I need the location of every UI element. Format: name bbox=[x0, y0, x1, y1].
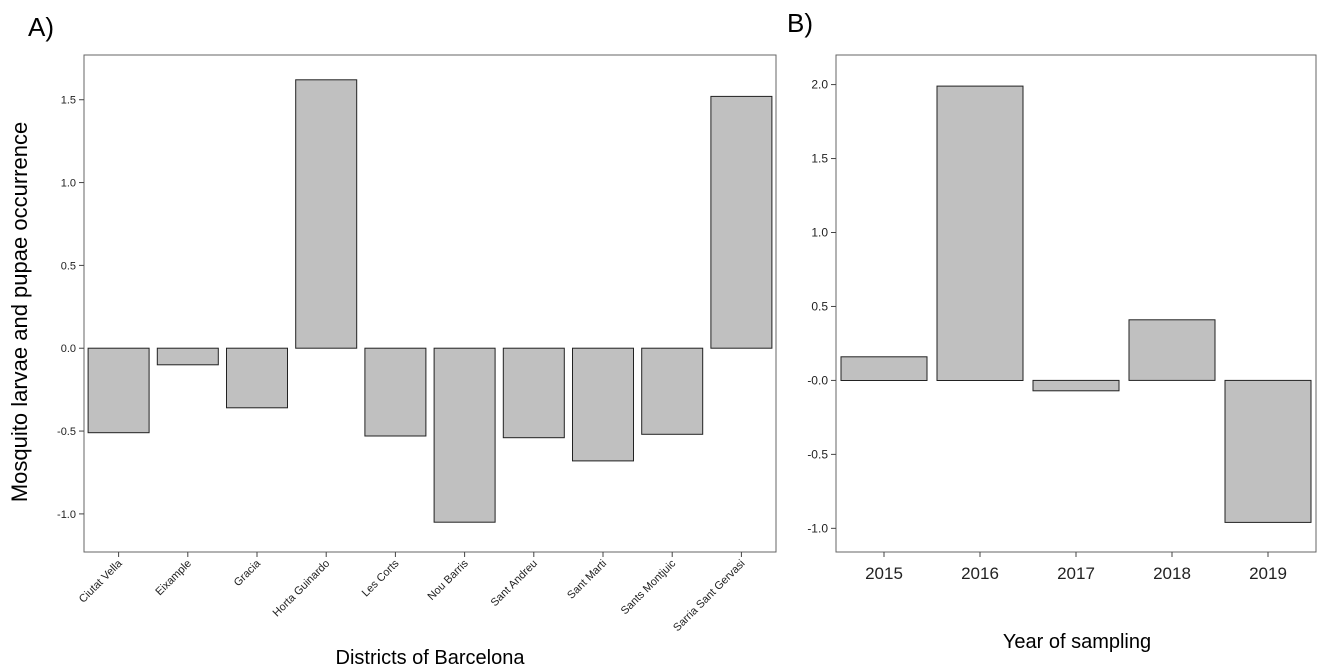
bar-sants-montjuic bbox=[641, 347, 704, 435]
x-tick-label: 2018 bbox=[1153, 564, 1191, 583]
x-tick-label: Sant Marti bbox=[565, 558, 609, 602]
bar-ciutat-vella bbox=[87, 347, 150, 434]
x-tick-label: Gracia bbox=[232, 557, 264, 589]
panel-b-x-axis-title: Year of sampling bbox=[1003, 631, 1151, 653]
bar-gracia bbox=[226, 347, 288, 409]
y-tick-label: -0.0 bbox=[807, 373, 828, 387]
bar-2018 bbox=[1128, 319, 1216, 381]
panel-a-chart: A) -1.0 -0.5 0.0 0.5 1.0 1.5 Ciutat Vella Eixa… bbox=[7, 12, 777, 669]
panel-a-x-axis: Ciutat Vella Eixample Gracia Horta Guinardo… bbox=[77, 552, 748, 634]
y-tick-label: -1.0 bbox=[57, 509, 76, 521]
x-tick-label: 2019 bbox=[1249, 564, 1287, 583]
y-tick-label: 1.0 bbox=[61, 178, 76, 190]
bar-sant-marti bbox=[572, 347, 634, 462]
panel-b-y-axis: -1.0 -0.5 -0.0 0.5 1.0 1.5 2.0 bbox=[807, 78, 836, 535]
panel-a-frame bbox=[83, 54, 777, 553]
x-tick-label: Les Corts bbox=[360, 557, 402, 599]
bar-2016 bbox=[936, 85, 1024, 381]
x-tick-label: Sant Andreu bbox=[489, 558, 540, 609]
panel-a-y-axis: -1.0 -0.5 0.0 0.5 1.0 1.5 bbox=[57, 95, 84, 521]
panel-b-x-axis: 2015 2016 2017 2018 2019 bbox=[865, 552, 1287, 583]
panel-b-chart: B) -1.0 -0.5 -0.0 0.5 1.0 1.5 2.0 2015 2016 2017… bbox=[787, 8, 1317, 653]
x-tick-label: Sants Montjuic bbox=[619, 557, 679, 617]
bar-eixample bbox=[156, 347, 219, 366]
bar-nou-barris bbox=[433, 347, 496, 523]
y-tick-label: 1.5 bbox=[61, 95, 76, 107]
y-tick-label: 1.5 bbox=[811, 152, 828, 166]
x-tick-label: Nou Barris bbox=[425, 557, 471, 603]
bar-2017 bbox=[1032, 379, 1120, 392]
panel-b-label: B) bbox=[787, 8, 813, 38]
panel-b-bars bbox=[840, 85, 1312, 523]
y-tick-label: -0.5 bbox=[807, 447, 828, 461]
panel-a-bars bbox=[87, 79, 773, 523]
y-tick-label: 0.0 bbox=[61, 343, 76, 355]
y-tick-label: 1.0 bbox=[811, 226, 828, 240]
y-tick-label: -1.0 bbox=[807, 521, 828, 535]
y-tick-label: 2.0 bbox=[811, 78, 828, 92]
bar-horta-guinardo bbox=[295, 79, 358, 349]
y-tick-label: -0.5 bbox=[57, 426, 76, 438]
x-tick-label: 2017 bbox=[1057, 564, 1095, 583]
panel-a-x-axis-title: Districts of Barcelona bbox=[336, 647, 526, 669]
panel-a-y-axis-title: Mosquito larvae and pupae occurrence bbox=[7, 122, 32, 502]
bar-2019 bbox=[1224, 379, 1312, 523]
y-tick-label: 0.5 bbox=[61, 260, 76, 272]
x-tick-label: Ciutat Vella bbox=[77, 557, 125, 605]
bar-sant-andreu bbox=[502, 347, 565, 439]
bar-sarria-sant-gervasi bbox=[710, 95, 773, 349]
x-tick-label: Horta Guinardo bbox=[271, 558, 333, 620]
x-tick-label: Sarria Sant Gervasi bbox=[671, 558, 747, 634]
y-tick-label: 0.5 bbox=[811, 299, 828, 313]
x-tick-label: 2015 bbox=[865, 564, 903, 583]
bar-2015 bbox=[840, 356, 928, 381]
bar-les-corts bbox=[364, 347, 427, 437]
x-tick-label: 2016 bbox=[961, 564, 999, 583]
panel-a-label: A) bbox=[28, 12, 54, 42]
x-tick-label: Eixample bbox=[153, 558, 193, 598]
